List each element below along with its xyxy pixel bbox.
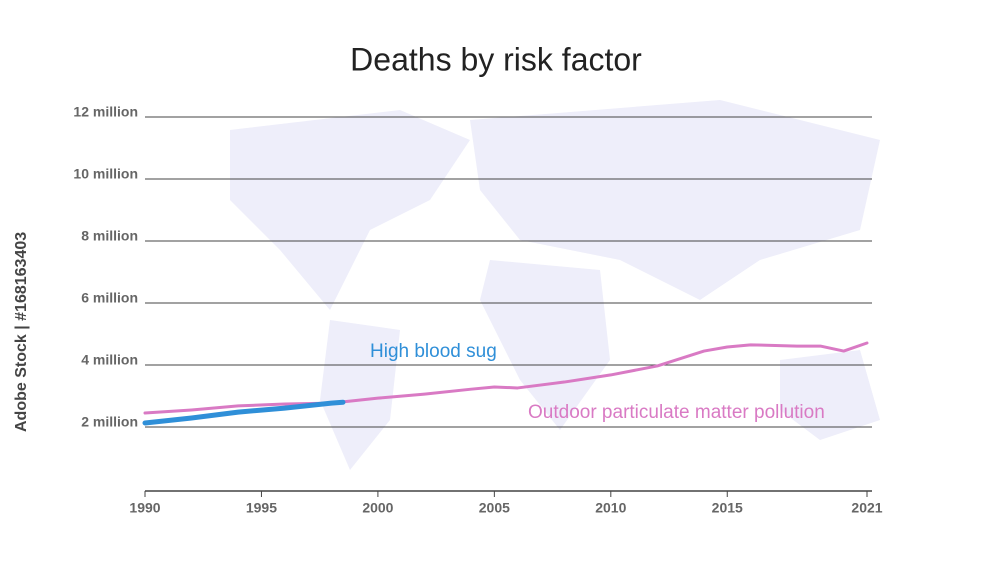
x-tick-label: 2015 [712,500,743,516]
x-tick-label: 2000 [362,500,393,516]
series-label: Outdoor particulate matter pollution [528,402,825,423]
y-tick-label: 2 million [81,414,138,430]
x-tick-label: 1995 [246,500,277,516]
x-tick-label: 2010 [595,500,626,516]
x-tick-label: 2021 [851,500,882,516]
x-tick-label: 1990 [129,500,160,516]
y-tick-label: 6 million [81,290,138,306]
y-tick-label: 12 million [73,104,138,120]
y-tick-label: 8 million [81,228,138,244]
x-tick-label: 2005 [479,500,510,516]
series-label: High blood sug [370,341,497,362]
series-line [142,399,346,426]
watermark: Adobe Stock | #168163403 [13,232,30,432]
chart-title: Deaths by risk factor [350,41,642,77]
series-line [143,341,869,415]
y-tick-label: 10 million [73,166,138,182]
y-tick-label: 4 million [81,352,138,368]
